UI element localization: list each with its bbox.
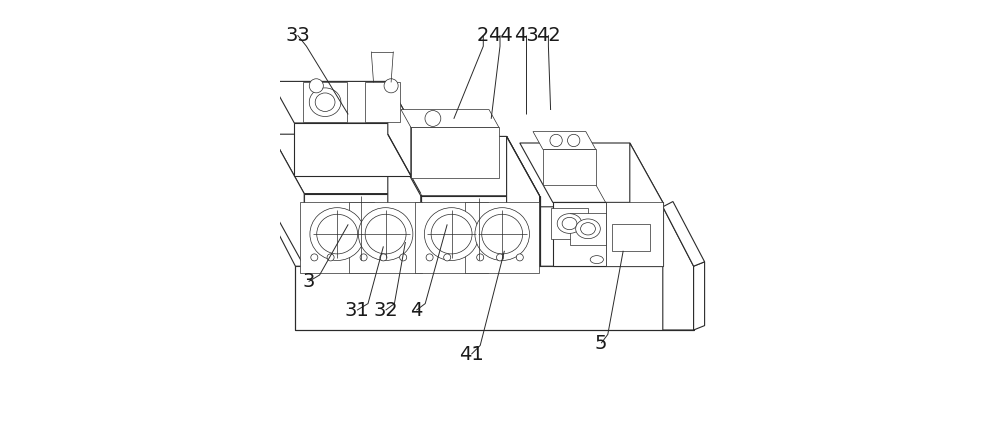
Polygon shape bbox=[507, 136, 540, 266]
Ellipse shape bbox=[557, 214, 582, 233]
Text: 2: 2 bbox=[477, 26, 489, 45]
Text: 3: 3 bbox=[302, 272, 315, 291]
Ellipse shape bbox=[431, 214, 472, 254]
Ellipse shape bbox=[482, 214, 523, 254]
Polygon shape bbox=[294, 123, 411, 176]
Text: 32: 32 bbox=[373, 301, 398, 320]
Ellipse shape bbox=[365, 214, 406, 254]
Polygon shape bbox=[349, 202, 422, 273]
Polygon shape bbox=[271, 134, 304, 266]
Polygon shape bbox=[465, 202, 539, 273]
Ellipse shape bbox=[315, 93, 335, 111]
Polygon shape bbox=[612, 224, 650, 251]
Circle shape bbox=[327, 254, 334, 261]
Ellipse shape bbox=[590, 256, 603, 264]
Circle shape bbox=[568, 134, 580, 147]
Circle shape bbox=[311, 254, 318, 261]
Circle shape bbox=[360, 254, 367, 261]
Circle shape bbox=[496, 254, 504, 261]
Polygon shape bbox=[271, 81, 411, 123]
Circle shape bbox=[426, 254, 433, 261]
Polygon shape bbox=[388, 134, 421, 266]
Circle shape bbox=[550, 134, 562, 147]
Polygon shape bbox=[295, 266, 694, 330]
Polygon shape bbox=[271, 134, 421, 194]
Circle shape bbox=[477, 254, 484, 261]
Ellipse shape bbox=[576, 219, 600, 238]
Polygon shape bbox=[303, 82, 347, 122]
Polygon shape bbox=[365, 82, 400, 122]
Ellipse shape bbox=[310, 208, 364, 260]
Polygon shape bbox=[388, 81, 411, 176]
Polygon shape bbox=[553, 202, 663, 266]
Text: 43: 43 bbox=[514, 26, 539, 45]
Ellipse shape bbox=[309, 88, 341, 117]
Text: 42: 42 bbox=[536, 26, 561, 45]
Polygon shape bbox=[265, 207, 694, 266]
Polygon shape bbox=[606, 202, 663, 266]
Text: 5: 5 bbox=[595, 334, 607, 353]
Polygon shape bbox=[570, 213, 606, 245]
Circle shape bbox=[444, 254, 451, 261]
Ellipse shape bbox=[581, 223, 595, 235]
Text: 31: 31 bbox=[345, 301, 369, 320]
Text: 33: 33 bbox=[285, 26, 310, 45]
Polygon shape bbox=[543, 150, 596, 185]
Text: 44: 44 bbox=[488, 26, 512, 45]
Text: 41: 41 bbox=[459, 345, 484, 364]
Polygon shape bbox=[415, 202, 488, 273]
Polygon shape bbox=[630, 143, 663, 266]
Circle shape bbox=[384, 79, 398, 93]
Polygon shape bbox=[533, 132, 596, 150]
Circle shape bbox=[380, 254, 387, 261]
Polygon shape bbox=[551, 208, 588, 239]
Polygon shape bbox=[421, 196, 540, 266]
Polygon shape bbox=[663, 202, 705, 266]
Ellipse shape bbox=[424, 208, 479, 260]
Ellipse shape bbox=[317, 214, 358, 254]
Polygon shape bbox=[411, 128, 499, 178]
Circle shape bbox=[400, 254, 407, 261]
Polygon shape bbox=[388, 136, 540, 196]
Ellipse shape bbox=[562, 217, 577, 230]
Polygon shape bbox=[300, 202, 374, 273]
Ellipse shape bbox=[475, 208, 529, 260]
Ellipse shape bbox=[358, 208, 413, 260]
Circle shape bbox=[516, 254, 523, 261]
Polygon shape bbox=[304, 194, 421, 266]
Circle shape bbox=[309, 79, 323, 93]
Circle shape bbox=[425, 110, 441, 126]
Polygon shape bbox=[401, 110, 499, 128]
Text: 4: 4 bbox=[410, 301, 423, 320]
Polygon shape bbox=[694, 262, 705, 330]
Polygon shape bbox=[663, 207, 694, 330]
Polygon shape bbox=[520, 143, 663, 202]
